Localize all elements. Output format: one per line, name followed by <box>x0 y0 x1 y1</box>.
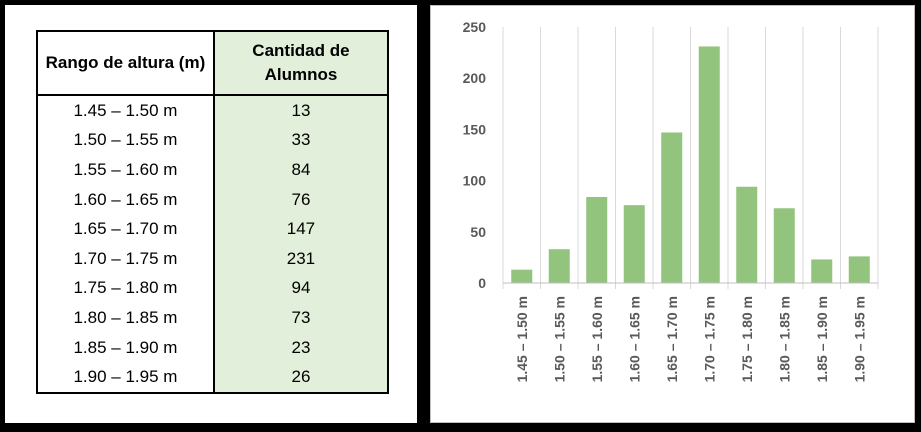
x-tick-label: 1.60 – 1.65 m <box>626 296 642 382</box>
bar <box>811 259 833 283</box>
x-tick-label: 1.85 – 1.90 m <box>814 296 830 382</box>
bar <box>548 249 570 283</box>
range-cell: 1.45 – 1.50 m <box>36 95 214 126</box>
bar <box>848 256 870 283</box>
y-tick-label: 50 <box>470 224 486 240</box>
x-tick-label: 1.90 – 1.95 m <box>851 296 867 382</box>
x-tick-label: 1.65 – 1.70 m <box>664 296 680 382</box>
range-cell: 1.80 – 1.85 m <box>36 303 214 333</box>
table-row: 1.90 – 1.95 m 26 <box>36 362 390 394</box>
height-table: Rango de altura (m) Cantidad de Alumnos … <box>36 30 390 394</box>
header-range: Rango de altura (m) <box>36 30 215 96</box>
range-cell: 1.65 – 1.70 m <box>36 214 214 244</box>
count-cell: 147 <box>212 214 390 244</box>
x-tick-label: 1.80 – 1.85 m <box>776 296 792 382</box>
y-tick-label: 150 <box>463 121 487 137</box>
table-panel: Rango de altura (m) Cantidad de Alumnos … <box>5 5 417 423</box>
bar <box>661 132 683 283</box>
table-row: 1.50 – 1.55 m 33 <box>36 125 390 156</box>
count-cell: 13 <box>212 95 390 126</box>
count-cell: 94 <box>212 273 390 304</box>
x-tick-label: 1.50 – 1.55 m <box>551 296 567 382</box>
table-header-row: Rango de altura (m) Cantidad de Alumnos <box>36 30 390 96</box>
x-tick-label: 1.55 – 1.60 m <box>589 296 605 382</box>
y-tick-label: 250 <box>463 19 487 35</box>
range-cell: 1.70 – 1.75 m <box>36 243 214 274</box>
table-body: 1.45 – 1.50 m 13 1.50 – 1.55 m 33 1.55 – 1.6… <box>36 95 390 394</box>
count-cell: 73 <box>212 303 390 333</box>
count-cell: 231 <box>212 243 390 274</box>
x-tick-label: 1.45 – 1.50 m <box>514 296 530 382</box>
table-row: 1.60 – 1.65 m 76 <box>36 184 390 215</box>
range-cell: 1.55 – 1.60 m <box>36 155 214 185</box>
bar <box>511 269 533 283</box>
count-cell: 33 <box>212 125 390 156</box>
table-row: 1.75 – 1.80 m 94 <box>36 273 390 304</box>
range-cell: 1.60 – 1.65 m <box>36 184 214 215</box>
x-tick-label: 1.75 – 1.80 m <box>739 296 755 382</box>
table-row: 1.70 – 1.75 m 231 <box>36 243 390 274</box>
bar <box>773 208 795 283</box>
range-cell: 1.85 – 1.90 m <box>36 332 214 363</box>
bar <box>623 205 645 283</box>
table-row: 1.55 – 1.60 m 84 <box>36 155 390 185</box>
count-cell: 26 <box>212 362 390 394</box>
table-row: 1.80 – 1.85 m 73 <box>36 303 390 333</box>
bar <box>586 196 608 283</box>
bar <box>736 186 758 283</box>
range-cell: 1.50 – 1.55 m <box>36 125 214 156</box>
count-cell: 84 <box>212 155 390 185</box>
y-tick-label: 100 <box>463 173 487 189</box>
table-row: 1.45 – 1.50 m 13 <box>36 95 390 126</box>
table-row: 1.85 – 1.90 m 23 <box>36 332 390 363</box>
y-tick-label: 200 <box>463 70 487 86</box>
count-cell: 23 <box>212 332 390 363</box>
range-cell: 1.90 – 1.95 m <box>36 362 214 394</box>
y-tick-label: 0 <box>478 275 486 291</box>
x-tick-label: 1.70 – 1.75 m <box>701 296 717 382</box>
table-row: 1.65 – 1.70 m 147 <box>36 214 390 244</box>
range-cell: 1.75 – 1.80 m <box>36 273 214 304</box>
header-count: Cantidad de Alumnos <box>212 30 390 96</box>
count-cell: 76 <box>212 184 390 215</box>
bar <box>698 46 720 284</box>
